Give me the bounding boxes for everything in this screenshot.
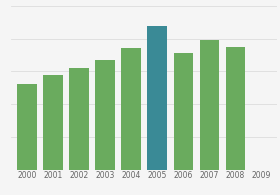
Bar (200, 40, 219, 170)
Bar (122, 48, 141, 170)
Bar (95, 60, 115, 170)
Bar (148, 26, 167, 170)
Bar (69, 68, 89, 170)
Bar (174, 53, 193, 170)
Bar (17, 84, 37, 170)
Bar (43, 75, 63, 170)
Bar (226, 47, 245, 170)
